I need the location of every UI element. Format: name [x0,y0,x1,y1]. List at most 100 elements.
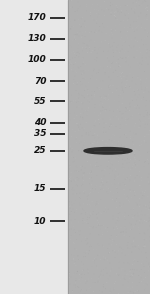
Point [121,80,123,85]
Point [68,167,70,171]
Point [134,246,136,251]
Point [119,122,122,127]
Point [88,215,91,220]
Point [118,181,120,186]
Point [110,238,112,243]
Point [87,240,89,245]
Point [112,192,115,196]
Point [138,77,141,81]
Point [70,200,73,204]
Point [99,79,102,84]
Point [74,68,77,73]
Point [101,182,103,187]
Point [100,95,103,100]
Point [78,91,80,96]
Point [84,220,87,224]
Point [145,49,147,54]
Point [124,211,126,215]
Point [78,31,81,36]
Point [124,158,126,163]
Point [103,193,105,197]
Point [112,149,114,154]
Point [74,35,76,39]
Point [132,238,135,243]
Point [126,78,128,83]
Point [98,234,101,238]
Point [129,129,131,134]
Point [98,117,100,122]
Point [138,75,140,80]
Point [124,55,126,60]
Point [140,83,142,88]
Point [110,3,112,8]
Point [96,14,99,19]
Point [123,276,126,281]
Point [127,285,129,289]
Point [132,258,134,263]
Point [141,1,143,6]
Point [77,127,79,132]
Point [140,178,143,183]
Point [92,133,95,138]
Point [138,225,140,230]
Point [115,221,117,225]
Point [114,255,116,260]
Point [138,199,141,203]
Point [71,146,74,151]
Point [72,272,75,276]
Point [132,93,135,97]
Point [75,136,77,140]
Point [70,134,73,139]
Point [119,99,121,104]
Point [85,281,87,285]
Point [118,211,121,215]
Point [112,70,114,75]
Point [112,217,114,221]
Point [108,105,111,109]
Point [144,86,147,90]
Point [111,197,114,202]
Point [91,264,93,269]
Point [100,108,102,113]
Point [108,158,110,163]
Point [142,97,145,102]
Point [143,264,145,269]
Point [107,59,110,63]
Point [133,189,136,193]
Point [121,56,123,61]
Point [101,55,103,60]
Point [89,54,91,59]
Point [87,88,89,93]
Point [92,190,94,194]
Point [70,66,72,70]
Point [115,169,117,174]
Point [125,8,128,13]
Point [70,252,72,257]
Point [122,201,125,206]
Point [112,149,114,153]
Point [122,111,124,116]
Point [124,105,127,110]
Point [145,35,148,39]
Point [92,224,95,229]
Point [112,54,115,59]
Point [143,193,145,198]
Point [69,0,72,3]
Point [86,237,88,242]
Point [105,6,108,11]
Point [146,191,149,196]
Point [148,173,150,178]
Point [112,59,115,64]
Point [101,30,103,35]
Point [70,209,72,214]
Point [112,66,115,71]
Point [148,216,150,220]
Point [144,58,146,63]
Point [117,172,120,176]
Point [78,285,80,290]
Point [76,229,79,234]
Point [100,68,102,72]
Point [77,64,79,68]
Point [127,4,130,9]
Point [134,193,136,198]
